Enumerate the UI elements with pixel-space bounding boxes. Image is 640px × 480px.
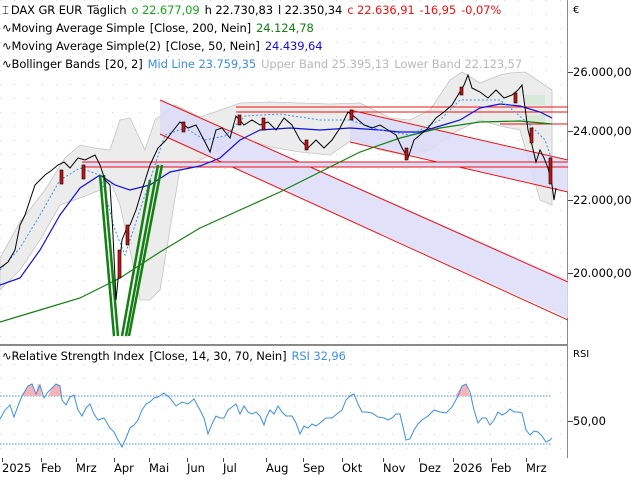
rsi-legend[interactable]: ∿Relative Strength Index [Close, 14, 30, …: [2, 349, 346, 363]
chart-canvas: [0, 0, 568, 458]
bb-lower-value: Lower Band 22.123,57: [394, 57, 523, 71]
y-tick-label: 22.000,00: [573, 193, 632, 207]
rsi-tick-label: 50,00: [573, 414, 606, 428]
ma200-legend[interactable]: ∿Moving Average Simple [Close, 200, Nein]…: [2, 21, 314, 35]
indicator-wave-icon: ∿: [2, 39, 12, 53]
interval-label: Täglich: [87, 3, 127, 17]
indicator-wave-icon: ∿: [2, 349, 12, 363]
currency-label: €: [573, 5, 580, 16]
ma50-legend[interactable]: ∿Moving Average Simple(2) [Close, 50, Nei…: [2, 39, 323, 53]
indicator-wave-icon: ∿: [2, 21, 12, 35]
candlestick-icon: ⌶: [2, 3, 9, 17]
bb-mid-value: Mid Line 23.759,35: [147, 57, 257, 71]
change-pct-value: -0,07%: [461, 3, 502, 17]
low-value: l 22.350,34: [277, 3, 343, 17]
open-value: o 22.677,09: [131, 3, 200, 17]
ma50-value: 24.439,64: [264, 39, 323, 53]
change-value: -16,95: [419, 3, 457, 17]
symbol-name: DAX GR EUR: [10, 3, 83, 17]
y-tick-label: 26.000,00: [573, 65, 632, 79]
high-value: h 22.730,83: [204, 3, 273, 17]
ma200-value: 24.124,78: [256, 21, 314, 35]
price-legend: ⌶ DAX GR EUR Täglich o 22.677,09 h 22.730,83…: [2, 3, 506, 18]
rsi-axis-title: RSI: [573, 349, 590, 360]
price-axis[interactable]: [568, 0, 640, 458]
close-value: c 22.636,91: [347, 3, 415, 17]
rsi-value: RSI 32,96: [291, 349, 346, 363]
price-chart-area[interactable]: ⌶ DAX GR EUR Täglich o 22.677,09 h 22.730,83…: [0, 0, 568, 458]
bb-upper-value: Upper Band 25.395,13: [261, 57, 390, 71]
y-tick-label: 24.000,00: [573, 124, 632, 138]
indicator-wave-icon: ∿: [2, 57, 12, 71]
y-tick-label: 20.000,00: [573, 266, 632, 280]
bollinger-legend[interactable]: ∿Bollinger Bands [20, 2] Mid Line 23.759,3…: [2, 57, 523, 71]
